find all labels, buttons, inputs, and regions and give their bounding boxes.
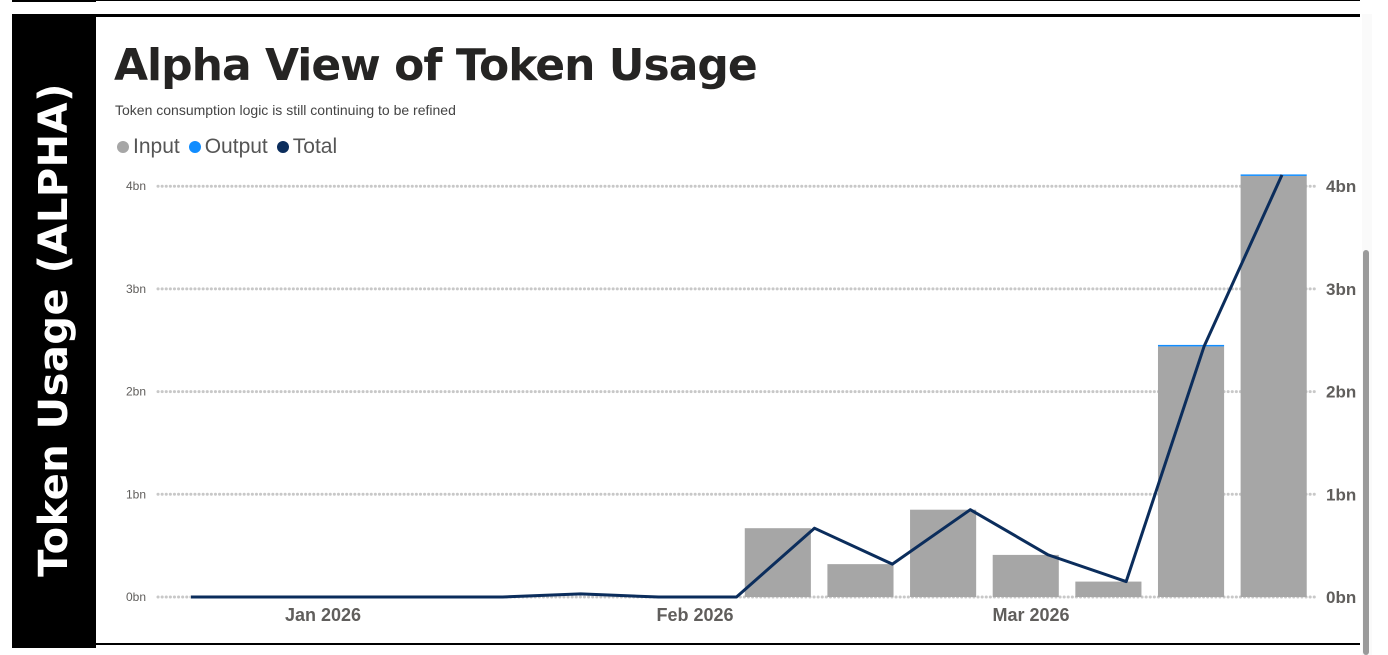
legend-item-input[interactable]: Input	[117, 135, 180, 159]
chart-plot: 0bn 0bn 1bn 1bn 2bn 2bn 3bn 3bn 4bn 4bn Jan 2026 Fe…	[126, 174, 1356, 625]
y-tick-label-right: 4bn	[1326, 177, 1356, 196]
frame-top-border	[12, 14, 1360, 17]
x-tick-label: Jan 2026	[285, 605, 361, 625]
legend: Input Output Total	[117, 135, 346, 159]
line-total	[191, 174, 1284, 599]
frame-bottom-border	[96, 643, 1360, 645]
x-tick-label: Feb 2026	[656, 605, 733, 625]
legend-label-total: Total	[292, 135, 338, 158]
legend-label-input: Input	[133, 135, 180, 158]
y-tick-label-right: 0bn	[1326, 588, 1356, 607]
legend-label-output: Output	[204, 135, 268, 158]
bar-input	[1075, 581, 1142, 597]
y-tick-label-left: 0bn	[126, 590, 146, 604]
side-banner	[12, 14, 96, 648]
legend-dot-input	[117, 141, 129, 153]
y-tick-label-right: 3bn	[1326, 280, 1356, 299]
y-tick-label-left: 4bn	[126, 179, 146, 193]
chart-subtitle: Token consumption logic is still continu…	[115, 102, 456, 118]
bar-input	[910, 509, 977, 597]
bar-output	[1157, 344, 1225, 347]
legend-dot-output	[188, 141, 201, 153]
top-rule-left	[12, 0, 96, 2]
y-tick-label-left: 1bn	[126, 487, 146, 501]
bar-input	[1240, 175, 1307, 597]
y-tick-label-right: 1bn	[1326, 485, 1356, 504]
y-tick-label-left: 3bn	[126, 282, 146, 296]
legend-dot-total	[276, 141, 289, 153]
y-tick-label-right: 2bn	[1326, 383, 1356, 402]
top-rule	[96, 0, 1360, 1]
scrollbar-thumb[interactable]	[1363, 250, 1369, 655]
chart-title: Alpha View of Token Usage	[114, 40, 758, 91]
y-tick-label-left: 2bn	[126, 385, 146, 399]
bar-input	[827, 564, 894, 597]
bar-output	[1240, 174, 1307, 176]
legend-item-total[interactable]: Total	[276, 135, 338, 159]
legend-item-output[interactable]: Output	[188, 135, 268, 159]
bar-input	[992, 554, 1059, 597]
x-tick-label: Mar 2026	[992, 605, 1069, 625]
